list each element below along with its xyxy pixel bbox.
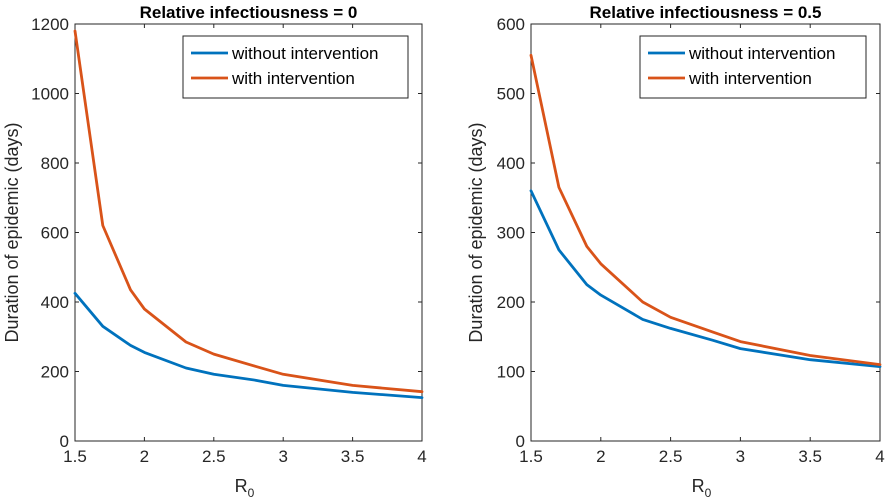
x-tick-label: 3.5 — [341, 447, 365, 466]
x-tick-label: 1.5 — [519, 447, 543, 466]
y-tick-label: 1200 — [31, 15, 69, 34]
x-tick-label: 2 — [140, 447, 149, 466]
y-tick-label: 300 — [497, 224, 525, 243]
x-tick-label: 2 — [596, 447, 605, 466]
chart-title: Relative infectiousness = 0 — [140, 3, 358, 22]
y-tick-label: 400 — [41, 293, 69, 312]
legend: without intervention with intervention — [639, 35, 867, 99]
series-line-with-intervention — [529, 53, 882, 367]
legend-label: without intervention — [688, 44, 835, 63]
x-tick-label: 3 — [736, 447, 745, 466]
y-axis-label: Duration of epidemic (days) — [2, 122, 22, 342]
x-tick-label: 3 — [278, 447, 287, 466]
x-tick-label: 3.5 — [798, 447, 822, 466]
y-tick-label: 200 — [497, 293, 525, 312]
y-axis-label: Duration of epidemic (days) — [466, 122, 486, 342]
x-axis-label-main: R — [235, 476, 248, 496]
y-tick-label: 400 — [497, 154, 525, 173]
legend-box — [639, 35, 867, 99]
y-tick-label: 500 — [497, 85, 525, 104]
series-line-with-intervention — [73, 29, 424, 394]
y-tick-label: 600 — [497, 15, 525, 34]
x-axis-label-subscript: 0 — [248, 486, 255, 500]
chart-left: 1.5 2 2.5 3 3.5 4 0 200 400 600 800 1000 1200 Relativ… — [2, 3, 427, 500]
x-tick-label: 1.5 — [63, 447, 87, 466]
x-axis-label-subscript: 0 — [705, 486, 712, 500]
x-tick-label: 2.5 — [202, 447, 226, 466]
chart-right: 1.5 2 2.5 3 3.5 4 0 100 200 300 400 500 600 Relative … — [466, 3, 885, 500]
legend: without intervention with intervention — [182, 35, 409, 99]
legend-label: with intervention — [688, 69, 812, 88]
x-tick-label: 4 — [417, 447, 426, 466]
series-line-without-intervention — [73, 291, 424, 400]
y-tick-label: 200 — [41, 363, 69, 382]
series-line-without-intervention — [529, 189, 882, 369]
y-tick-label: 600 — [41, 224, 69, 243]
y-tick-label: 0 — [60, 432, 69, 451]
legend-label: without intervention — [231, 44, 378, 63]
x-tick-label: 4 — [875, 447, 884, 466]
chart-title: Relative infectiousness = 0.5 — [590, 3, 822, 22]
legend-box — [182, 35, 409, 99]
y-tick-label: 100 — [497, 363, 525, 382]
legend-label: with intervention — [231, 69, 355, 88]
y-tick-label: 0 — [516, 432, 525, 451]
y-tick-label: 800 — [41, 154, 69, 173]
x-tick-label: 2.5 — [659, 447, 683, 466]
x-axis-label: R0 — [692, 476, 712, 500]
y-tick-label: 1000 — [31, 85, 69, 104]
x-axis-label: R0 — [235, 476, 255, 500]
x-axis-label-main: R — [692, 476, 705, 496]
